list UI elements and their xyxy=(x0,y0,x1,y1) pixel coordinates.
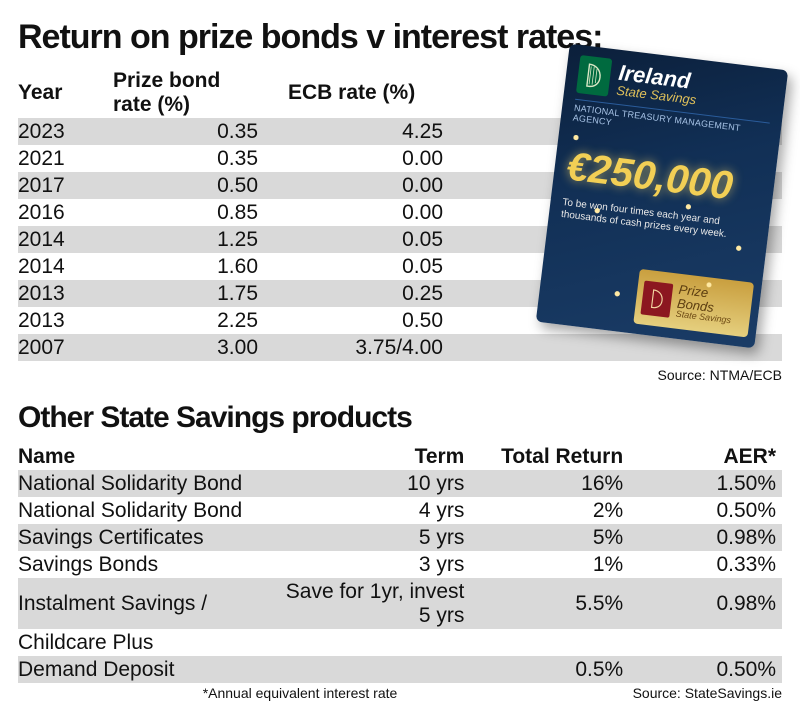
cell-name: National Solidarity Bond xyxy=(18,497,269,524)
cell-term: 3 yrs xyxy=(269,551,470,578)
cell-total-return: 0.5% xyxy=(470,656,631,683)
cell-year: 2021 xyxy=(18,145,113,172)
cell-ecb-rate: 3.75/4.00 xyxy=(288,334,463,361)
cell-prize-bond-rate: 1.60 xyxy=(113,253,288,280)
table-row: National Solidarity Bond4 yrs2%0.50% xyxy=(18,497,782,524)
source-table2: Source: StateSavings.ie xyxy=(582,685,782,701)
title-prize-bonds: Return on prize bonds v interest rates: xyxy=(18,18,782,57)
col-prize-bond-rate: Prize bond rate (%) xyxy=(113,67,288,118)
table-other-products: Name Term Total Return AER* National Sol… xyxy=(18,443,782,683)
harp-icon xyxy=(576,55,612,97)
cell-year: 2014 xyxy=(18,226,113,253)
cell-aer: 0.50% xyxy=(631,497,782,524)
cell-prize-bond-rate: 1.25 xyxy=(113,226,288,253)
cell-total-return: 1% xyxy=(470,551,631,578)
cell-ecb-rate: 0.25 xyxy=(288,280,463,307)
cell-term: 5 yrs xyxy=(269,524,470,551)
col-aer: AER* xyxy=(631,443,782,470)
cell-year: 2016 xyxy=(18,199,113,226)
cell-ecb-rate: 0.00 xyxy=(288,145,463,172)
cell-name: Savings Bonds xyxy=(18,551,269,578)
cell-ecb-rate: 0.00 xyxy=(288,172,463,199)
cell-year: 2017 xyxy=(18,172,113,199)
cell-year: 2013 xyxy=(18,307,113,334)
cell-term: 4 yrs xyxy=(269,497,470,524)
cell-ecb-rate: 0.05 xyxy=(288,253,463,280)
cell-year: 2013 xyxy=(18,280,113,307)
cell-aer: 0.98% xyxy=(631,524,782,551)
cell-year: 2007 xyxy=(18,334,113,361)
cell-ecb-rate: 0.00 xyxy=(288,199,463,226)
cell-ecb-rate: 0.50 xyxy=(288,307,463,334)
cell-year: 2014 xyxy=(18,253,113,280)
table-row: Savings Bonds3 yrs1%0.33% xyxy=(18,551,782,578)
col-name: Name xyxy=(18,443,269,470)
source-table1: Source: NTMA/ECB xyxy=(18,361,782,383)
cell-prize-bond-rate: 0.35 xyxy=(113,145,288,172)
table-row: 20073.003.75/4.00 xyxy=(18,334,782,361)
cell-term xyxy=(269,629,470,656)
cell-prize-bond-rate: 2.25 xyxy=(113,307,288,334)
cell-name: Savings Certificates xyxy=(18,524,269,551)
harp-icon xyxy=(640,280,673,317)
footnote: *Annual equivalent interest rate xyxy=(18,685,582,701)
cell-prize-bond-rate: 1.75 xyxy=(113,280,288,307)
prize-bonds-card: Prize Bonds State Savings xyxy=(633,269,754,338)
cell-ecb-rate: 0.05 xyxy=(288,226,463,253)
cell-total-return: 5% xyxy=(470,524,631,551)
cell-total-return: 5.5% xyxy=(470,578,631,629)
table-row: Demand Deposit 0.5%0.50% xyxy=(18,656,782,683)
col-total-return: Total Return xyxy=(470,443,631,470)
cell-prize-bond-rate: 0.50 xyxy=(113,172,288,199)
cell-name: Instalment Savings / xyxy=(18,578,269,629)
cell-term xyxy=(269,656,470,683)
cell-aer xyxy=(631,629,782,656)
cell-name: Demand Deposit xyxy=(18,656,269,683)
cell-prize-bond-rate: 0.35 xyxy=(113,118,288,145)
cell-total-return: 16% xyxy=(470,470,631,497)
brochure-image: Ireland State Savings NATIONAL TREASURY … xyxy=(536,44,788,349)
cell-total-return: 2% xyxy=(470,497,631,524)
table-row: National Solidarity Bond10 yrs16%1.50% xyxy=(18,470,782,497)
cell-name: Childcare Plus xyxy=(18,629,269,656)
cell-term: Save for 1yr, invest 5 yrs xyxy=(269,578,470,629)
col-term: Term xyxy=(269,443,470,470)
col-year: Year xyxy=(18,67,113,118)
cell-prize-bond-rate: 0.85 xyxy=(113,199,288,226)
cell-total-return xyxy=(470,629,631,656)
table-row: Savings Certificates5 yrs5%0.98% xyxy=(18,524,782,551)
table-row: Childcare Plus xyxy=(18,629,782,656)
cell-prize-bond-rate: 3.00 xyxy=(113,334,288,361)
cell-name: National Solidarity Bond xyxy=(18,470,269,497)
title-other-products: Other State Savings products xyxy=(18,401,782,435)
cell-term: 10 yrs xyxy=(269,470,470,497)
cell-aer: 0.33% xyxy=(631,551,782,578)
cell-aer: 1.50% xyxy=(631,470,782,497)
cell-ecb-rate: 4.25 xyxy=(288,118,463,145)
cell-aer: 0.98% xyxy=(631,578,782,629)
cell-year: 2023 xyxy=(18,118,113,145)
col-ecb-rate: ECB rate (%) xyxy=(288,67,463,118)
table-row: Instalment Savings /Save for 1yr, invest… xyxy=(18,578,782,629)
cell-aer: 0.50% xyxy=(631,656,782,683)
